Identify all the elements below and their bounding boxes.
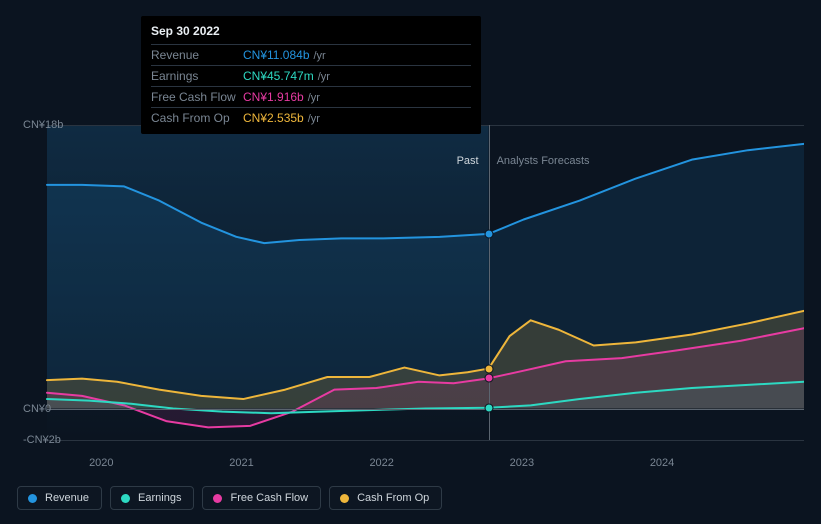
tooltip-unit: /yr (308, 92, 320, 104)
x-axis-label: 2024 (650, 457, 674, 469)
tooltip-unit: /yr (314, 50, 326, 62)
series-marker (484, 229, 493, 238)
legend-item[interactable]: Earnings (110, 486, 194, 510)
chart-legend: Revenue Earnings Free Cash Flow Cash From O… (17, 486, 442, 510)
tooltip-unit: /yr (318, 71, 330, 83)
tooltip-value: CN¥2.535b (243, 111, 304, 125)
tooltip-value: CN¥11.084b (243, 48, 310, 62)
tooltip-row: RevenueCN¥11.084b/yr (151, 44, 471, 65)
x-axis-label: 2020 (89, 457, 113, 469)
series-marker (484, 374, 493, 383)
chart-tooltip: Sep 30 2022 RevenueCN¥11.084b/yrEarnings… (141, 16, 481, 134)
tooltip-label: Earnings (151, 69, 243, 83)
y-axis-label: CN¥0 (23, 403, 51, 415)
tooltip-value: CN¥45.747m (243, 69, 314, 83)
legend-item[interactable]: Cash From Op (329, 486, 442, 510)
tooltip-row: Cash From OpCN¥2.535b/yr (151, 107, 471, 128)
legend-label: Free Cash Flow (230, 492, 308, 504)
tooltip-unit: /yr (308, 113, 320, 125)
legend-item[interactable]: Revenue (17, 486, 102, 510)
tooltip-label: Revenue (151, 48, 243, 62)
legend-item[interactable]: Free Cash Flow (202, 486, 321, 510)
legend-dot-icon (28, 494, 37, 503)
tooltip-value: CN¥1.916b (243, 90, 304, 104)
chart-canvas (17, 125, 804, 465)
x-axis-label: 2021 (229, 457, 253, 469)
series-marker (484, 403, 493, 412)
series-marker (484, 364, 493, 373)
section-label-past: Past (457, 155, 479, 167)
gridline (47, 440, 804, 441)
y-axis-label: -CN¥2b (23, 434, 61, 446)
tooltip-label: Cash From Op (151, 111, 243, 125)
y-axis-label: CN¥18b (23, 119, 63, 131)
forecast-divider (489, 125, 490, 440)
legend-label: Revenue (45, 492, 89, 504)
tooltip-row: Free Cash FlowCN¥1.916b/yr (151, 86, 471, 107)
legend-dot-icon (213, 494, 222, 503)
legend-label: Cash From Op (357, 492, 429, 504)
x-axis-label: 2022 (369, 457, 393, 469)
tooltip-row: EarningsCN¥45.747m/yr (151, 65, 471, 86)
legend-label: Earnings (138, 492, 181, 504)
legend-dot-icon (340, 494, 349, 503)
x-axis-label: 2023 (510, 457, 534, 469)
tooltip-label: Free Cash Flow (151, 90, 243, 104)
legend-dot-icon (121, 494, 130, 503)
section-label-forecast: Analysts Forecasts (497, 155, 590, 167)
gridline (47, 409, 804, 410)
tooltip-date: Sep 30 2022 (151, 24, 471, 44)
earnings-chart[interactable]: CN¥18bCN¥0-CN¥2b20202021202220232024Past… (17, 125, 804, 465)
